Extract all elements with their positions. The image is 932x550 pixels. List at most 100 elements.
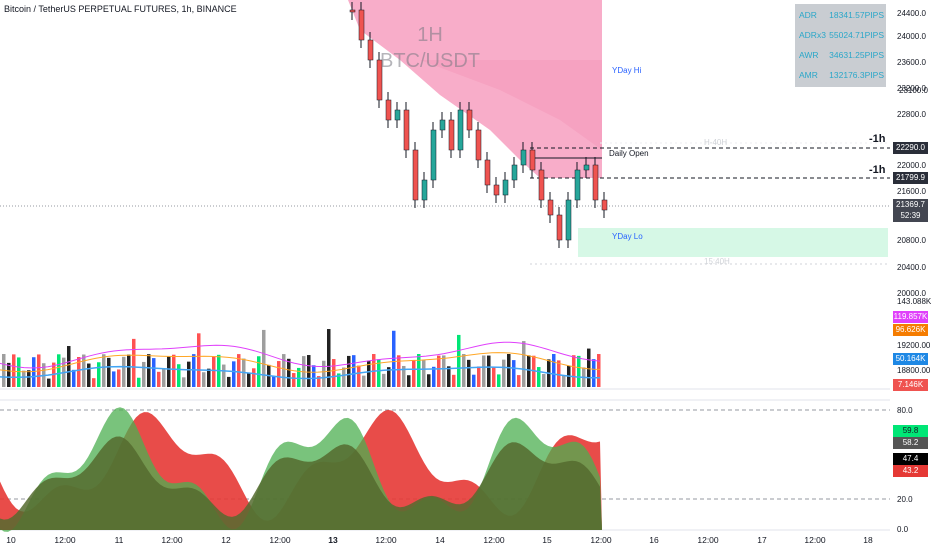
symbol-title: Bitcoin / TetherUS PERPETUAL FUTURES, 1h…	[4, 4, 237, 14]
time-tick: 12:00	[804, 535, 826, 545]
candle-body	[583, 164, 590, 171]
mint-zone	[578, 228, 888, 257]
volume-bar	[442, 355, 446, 387]
volume-bar	[102, 354, 106, 387]
volume-ma-orange-badge: 96.626K	[893, 324, 928, 336]
volume-bar	[422, 359, 426, 387]
volume-bar	[537, 367, 541, 387]
volume-bar	[362, 375, 366, 387]
countdown-badge: 52:39	[893, 210, 928, 222]
volume-bar	[562, 375, 566, 387]
volume-bar	[337, 373, 341, 387]
level-22290-badge: 22290.0	[893, 142, 928, 154]
candle-body	[601, 199, 608, 211]
volume-bar	[207, 368, 211, 387]
time-tick: 12	[221, 535, 231, 545]
volume-bar	[152, 358, 156, 387]
price-tick: 21600.0	[897, 187, 926, 196]
osc-dark-area	[0, 436, 602, 530]
stat-label: AMR	[799, 70, 818, 80]
volume-bar	[117, 369, 121, 387]
volume-bar	[47, 378, 51, 387]
stats-panel: ADR 18341.57PIPS ADRx3 55024.71PIPS AWR 346…	[795, 4, 886, 87]
volume-ma-magenta	[0, 341, 601, 369]
faint-level-bottom-label: 15:40H	[704, 257, 730, 266]
pink-zone-shade	[420, 60, 602, 150]
volume-bar	[497, 374, 501, 387]
volume-bar	[172, 354, 176, 387]
price-tick: 24000.0	[897, 32, 926, 41]
time-tick: 12:00	[590, 535, 612, 545]
volume-bar	[147, 354, 151, 387]
volume-bar	[277, 361, 281, 387]
volume-bar	[112, 371, 116, 387]
h1-level-bottom-label: -1h	[869, 164, 886, 176]
volume-ma-orange	[0, 352, 601, 373]
candle-body	[511, 164, 518, 181]
volume-bar	[487, 355, 491, 387]
candle-body	[466, 109, 473, 131]
volume-bar	[122, 356, 126, 387]
volume-bar	[272, 376, 276, 387]
volume-bar	[182, 377, 186, 387]
volume-bar	[352, 355, 356, 387]
volume-ma-magenta-badge: 119.857K	[893, 311, 928, 323]
volume-bar	[307, 355, 311, 387]
volume-bar	[382, 373, 386, 387]
volume-bar	[137, 377, 141, 387]
volume-bar	[327, 329, 331, 387]
volume-bar	[222, 364, 226, 387]
stat-value: 55024.71PIPS	[829, 30, 884, 40]
candle-body	[385, 99, 392, 121]
volume-bar	[252, 368, 256, 387]
stat-label: ADRx3	[799, 30, 826, 40]
volume-bar	[457, 334, 461, 387]
volume-bar	[517, 375, 521, 387]
candle-body	[502, 179, 509, 196]
volume-bar	[162, 369, 166, 387]
price-tick: 24400.0	[897, 9, 926, 18]
time-tick: 13	[328, 535, 338, 545]
volume-bar	[92, 378, 96, 387]
volume-bar	[322, 360, 326, 387]
volume-bar	[427, 374, 431, 387]
candle-body	[592, 164, 599, 201]
time-tick: 12:00	[54, 535, 76, 545]
volume-bar	[592, 359, 596, 387]
volume-bar	[342, 367, 346, 387]
watermark: 1H BTC/USDT	[360, 22, 500, 74]
stat-row-adr: ADR 18341.57PIPS	[799, 10, 884, 20]
volume-bar	[462, 354, 466, 387]
volume-bar	[187, 361, 191, 387]
stat-row-amr: AMR 132176.3PIPS	[799, 70, 884, 80]
volume-bar	[97, 362, 101, 387]
volume-bar	[407, 375, 411, 387]
volume-bar	[17, 357, 21, 387]
candle-body	[403, 109, 410, 151]
volume-bar	[492, 366, 496, 387]
time-tick: 18	[863, 535, 873, 545]
volume-bar	[197, 333, 201, 387]
time-tick: 12:00	[697, 535, 719, 545]
candle-body	[439, 119, 446, 131]
volume-bar	[32, 357, 36, 387]
volume-bar	[482, 355, 486, 387]
time-tick: 15	[542, 535, 552, 545]
time-tick: 12:00	[375, 535, 397, 545]
candle-body	[367, 39, 374, 61]
stat-value: 34631.25PIPS	[829, 50, 884, 60]
volume-ma-blue-badge: 50.164K	[893, 353, 928, 365]
candle-body	[349, 9, 356, 13]
volume-bar	[22, 370, 26, 387]
volume-bar	[107, 357, 111, 387]
volume-bar	[397, 355, 401, 387]
time-tick: 14	[435, 535, 445, 545]
volume-bar	[287, 358, 291, 387]
candle-body	[547, 199, 554, 216]
volume-bar	[437, 355, 441, 387]
volume-bar	[512, 360, 516, 387]
stat-label: AWR	[799, 50, 819, 60]
level-21799-badge: 21799.9	[893, 172, 928, 184]
